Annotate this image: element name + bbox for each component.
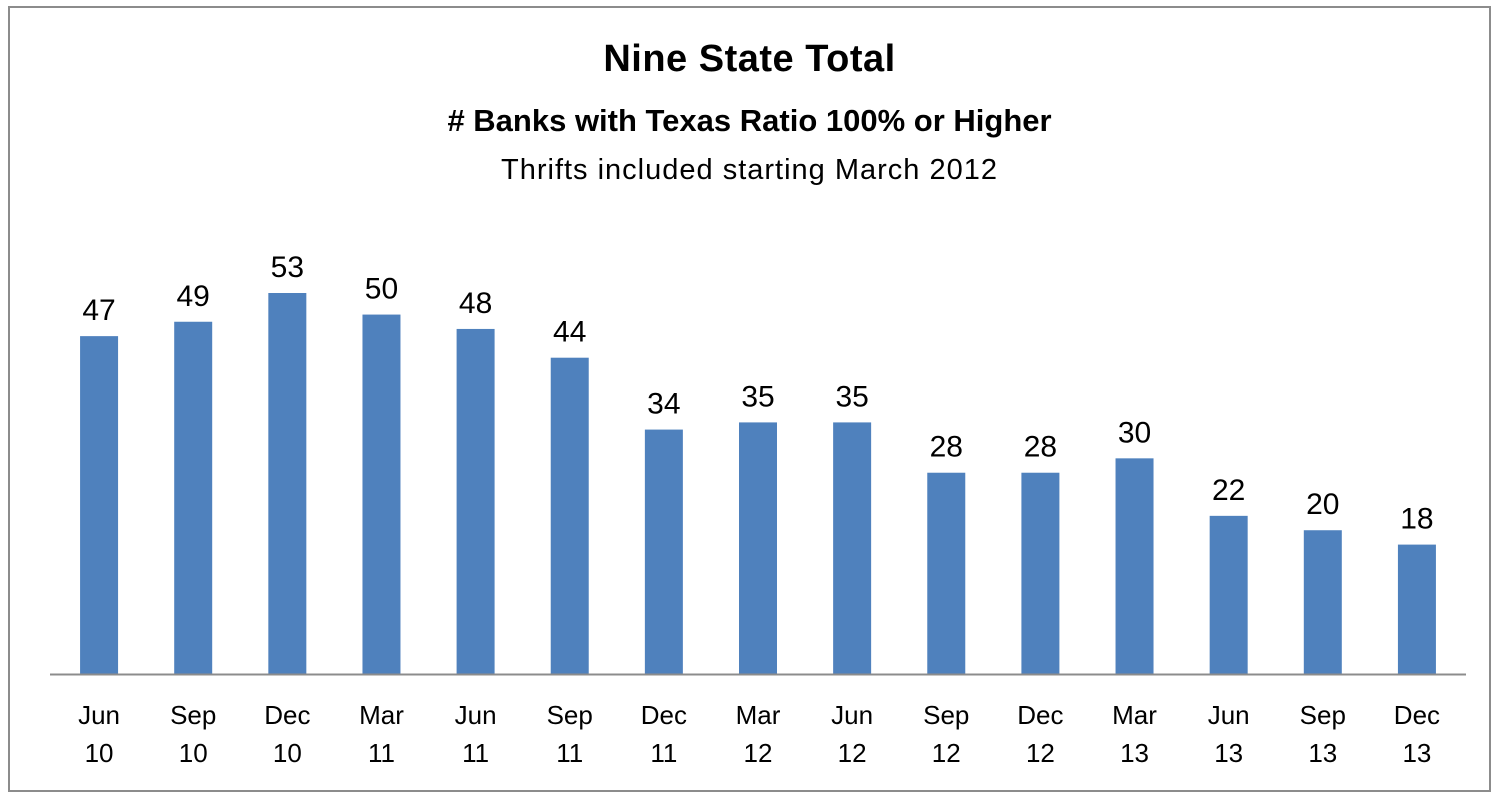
x-tick-label-month-14: Dec	[1394, 700, 1440, 730]
x-tick-label-month-11: Mar	[1112, 700, 1157, 730]
data-label-6: 34	[647, 388, 680, 421]
x-tick-label-month-0: Jun	[78, 700, 120, 730]
bar-12	[1209, 515, 1248, 674]
data-label-12: 22	[1212, 474, 1245, 507]
data-label-10: 28	[1024, 431, 1057, 464]
x-tick-label-month-2: Dec	[264, 700, 310, 730]
x-tick-label-month-5: Sep	[547, 700, 593, 730]
chart-title: Nine State Total	[603, 38, 896, 80]
x-tick-label-month-13: Sep	[1300, 700, 1346, 730]
x-tick-label-year-9: 12	[932, 738, 961, 768]
x-tick-label-year-12: 13	[1214, 738, 1243, 768]
bar-7	[739, 422, 777, 674]
x-tick-label-year-11: 13	[1120, 738, 1149, 768]
x-tick-label-year-3: 11	[368, 738, 395, 768]
x-tick-label-year-10: 12	[1026, 738, 1055, 768]
data-label-4: 48	[459, 287, 492, 320]
x-tick-label-month-9: Sep	[923, 700, 969, 730]
data-label-0: 47	[82, 294, 115, 327]
bar-5	[550, 357, 589, 674]
bar-3	[362, 314, 401, 674]
x-tick-label-year-1: 10	[179, 738, 208, 768]
x-tick-label-year-5: 11	[556, 738, 583, 768]
bar-6	[644, 429, 683, 674]
bar-8	[833, 422, 872, 674]
x-tick-label-year-14: 13	[1402, 738, 1431, 768]
x-tick-label-month-6: Dec	[641, 700, 687, 730]
x-tick-label-month-4: Jun	[455, 700, 497, 730]
data-label-9: 28	[930, 431, 963, 464]
x-tick-label-month-1: Sep	[170, 700, 216, 730]
data-label-1: 49	[177, 280, 210, 313]
data-label-13: 20	[1306, 488, 1339, 521]
x-tick-label-month-7: Mar	[736, 700, 781, 730]
chart-subtitle: # Banks with Texas Ratio 100% or Higher	[447, 103, 1052, 138]
data-label-5: 44	[553, 316, 586, 349]
x-tick-label-year-13: 13	[1308, 738, 1337, 768]
data-label-11: 30	[1118, 416, 1151, 449]
x-tick-label-month-8: Jun	[831, 700, 873, 730]
x-tick-label-year-8: 12	[838, 738, 867, 768]
bar-13	[1303, 530, 1342, 674]
x-tick-label-year-7: 12	[744, 738, 773, 768]
x-tick-label-year-6: 11	[650, 738, 677, 768]
data-label-7: 35	[741, 380, 774, 413]
x-tick-label-month-10: Dec	[1017, 700, 1063, 730]
x-tick-label-year-2: 10	[273, 738, 302, 768]
data-label-3: 50	[365, 273, 398, 306]
bar-4	[456, 328, 495, 674]
x-tick-label-month-3: Mar	[359, 700, 404, 730]
data-label-14: 18	[1400, 503, 1433, 536]
bar-14	[1397, 544, 1436, 674]
bar-1	[174, 321, 213, 674]
data-label-8: 35	[835, 380, 868, 413]
bar-0	[80, 336, 119, 674]
bar-11	[1115, 458, 1154, 674]
x-tick-label-year-0: 10	[85, 738, 114, 768]
bar-9	[927, 472, 966, 674]
x-tick-label-year-4: 11	[462, 738, 489, 768]
x-tick-label-month-12: Jun	[1208, 700, 1250, 730]
chart-note: Thrifts included starting March 2012	[501, 154, 998, 186]
data-label-2: 53	[271, 251, 304, 284]
bar-2	[268, 293, 307, 674]
bar-10	[1021, 472, 1060, 674]
